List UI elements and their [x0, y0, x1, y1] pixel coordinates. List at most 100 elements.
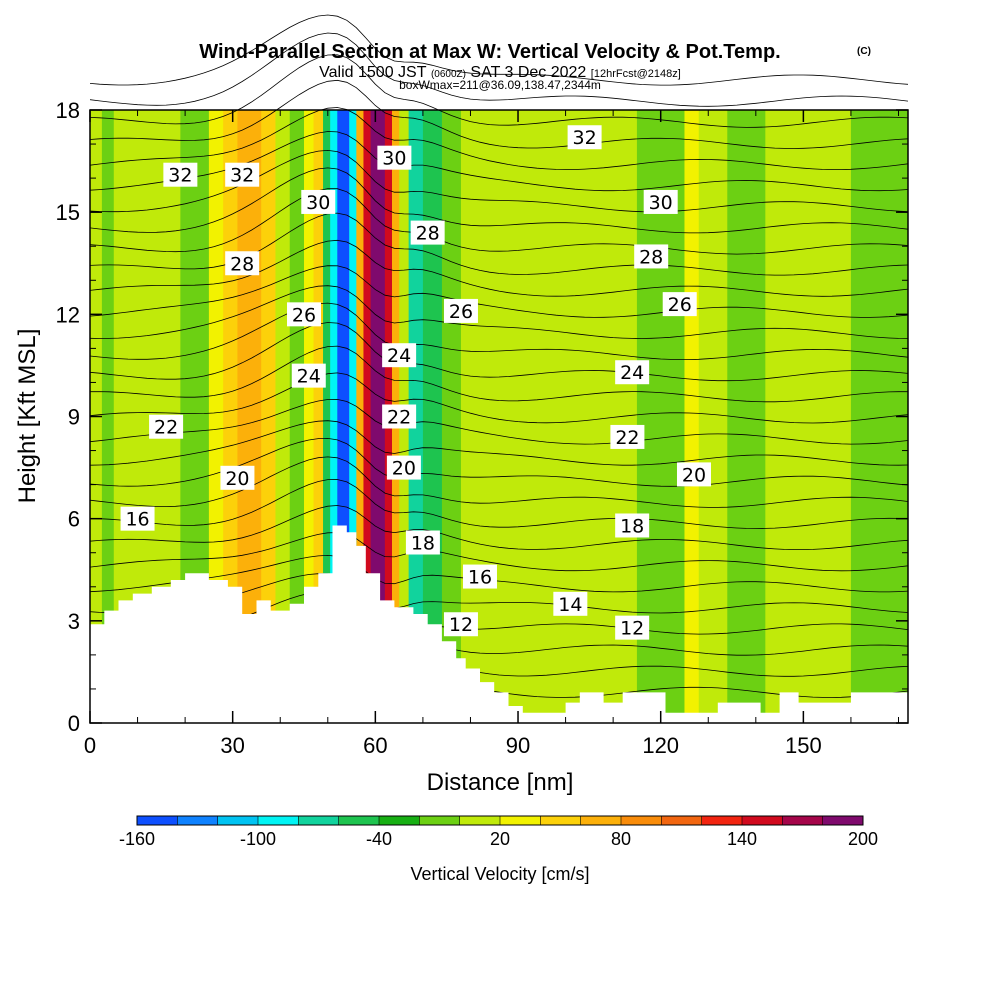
contour-label-text: 26: [292, 304, 316, 326]
contour-label-5: 28: [410, 220, 445, 245]
contour-label-text: 32: [230, 165, 254, 187]
contour-label-text: 28: [230, 253, 254, 275]
y-tick-label: 3: [68, 609, 80, 634]
velocity-band-15: [330, 110, 338, 723]
theta-contour-8: [89, 479, 909, 529]
contour-label-text: 22: [387, 407, 411, 429]
contour-label-box: [301, 189, 336, 214]
contour-label-text: 22: [154, 417, 178, 439]
colorbar-swatch-17: [822, 816, 864, 825]
velocity-band-14: [323, 110, 331, 723]
contour-label-text: 16: [468, 567, 492, 589]
velocity-band-17: [349, 110, 357, 723]
contour-label-1: 32: [225, 162, 260, 187]
colorbar-swatch-15: [742, 816, 783, 825]
plot-axes: 0 30 60 90 120 150 0 3 6 9 12 15 18: [56, 98, 909, 758]
contour-label-3: 30: [377, 145, 412, 170]
theta-contour-13: [89, 372, 909, 424]
contour-label-box: [662, 292, 697, 317]
contour-label-15: 18: [405, 530, 440, 555]
colorbar-tick-label: 200: [848, 829, 878, 849]
colorbar-swatch-6: [379, 816, 420, 825]
colorbar-tick-label: 80: [611, 829, 631, 849]
forecast-info: [12hrFcst@2148z]: [591, 68, 681, 80]
contour-label-box: [462, 564, 497, 589]
velocity-band-6: [208, 110, 224, 723]
colorbar-tick-label: 140: [727, 829, 757, 849]
colorbar-swatch-4: [298, 816, 339, 825]
contour-label-box: [163, 162, 198, 187]
colorbar-tick-label: -100: [240, 829, 276, 849]
velocity-band-25: [422, 110, 443, 723]
contour-label-16: 16: [462, 564, 497, 589]
velocity-band-35: [698, 110, 728, 723]
contour-label-box: [377, 145, 412, 170]
contour-label-box: [149, 414, 184, 439]
contour-label-text: 30: [649, 192, 673, 214]
contour-label-text: 26: [449, 301, 473, 323]
colorbar-swatch-3: [258, 816, 299, 825]
theta-contour-19: [89, 239, 909, 297]
theta-contour-7: [89, 505, 909, 550]
contour-label-4: 28: [225, 251, 260, 276]
valid-utc-time: (0600Z): [431, 69, 466, 80]
colorbar-swatch-8: [459, 816, 501, 825]
theta-contour-16: [89, 302, 909, 360]
terrain-profile: [90, 525, 908, 723]
x-tick-label: 0: [84, 733, 96, 758]
contour-label-20: 28: [634, 244, 669, 269]
contour-label-27: 12: [615, 615, 650, 640]
theta-contour-23: [89, 149, 909, 213]
contour-label-box: [634, 244, 669, 269]
contour-label-24: 20: [676, 462, 711, 487]
theta-contour-26: [89, 79, 909, 149]
colorbar-swatch-5: [338, 816, 380, 825]
contour-label-box: [410, 220, 445, 245]
velocity-band-19: [363, 110, 372, 723]
velocity-band-10: [275, 110, 291, 723]
contour-label-box: [615, 615, 650, 640]
contour-label-text: 24: [620, 362, 644, 384]
theta-contour-9: [89, 456, 909, 508]
theta-contour-21: [89, 188, 909, 255]
contour-label-text: 22: [615, 427, 639, 449]
colorbar-swatch-16: [782, 816, 823, 825]
theta-contour-5: [89, 554, 909, 593]
contour-label-text: 24: [387, 345, 411, 367]
colorbar-swatch-1: [177, 816, 218, 825]
contour-label-text: 20: [392, 458, 416, 480]
contour-label-box: [120, 506, 155, 531]
contour-label-text: 30: [382, 148, 406, 170]
x-tick-label: 120: [642, 733, 679, 758]
theta-contour-27: [89, 54, 909, 128]
contour-label-text: 24: [297, 366, 321, 388]
contour-label-2: 30: [301, 189, 336, 214]
copyright-mark: (C): [857, 46, 871, 57]
contour-label-box: [553, 591, 588, 616]
contour-label-text: 20: [225, 468, 249, 490]
colorbar-tick-label: -40: [366, 829, 392, 849]
contour-label-13: 20: [386, 455, 421, 480]
contour-label-text: 20: [682, 464, 706, 486]
colorbar-swatch-13: [661, 816, 702, 825]
colorbar-frame: [136, 815, 864, 826]
contour-label-text: 16: [125, 509, 149, 531]
valid-time-line: Valid 1500 JST (0600Z) SAT 3 Dec 2022 [1…: [319, 64, 681, 81]
velocity-band-1: [101, 110, 115, 723]
valid-local-time: Valid 1500 JST: [319, 64, 427, 81]
velocity-band-30: [522, 110, 552, 723]
x-axis-label: Distance [nm]: [427, 769, 574, 796]
contour-label-box: [676, 462, 711, 487]
contour-label-text: 32: [168, 165, 192, 187]
velocity-band-38: [803, 110, 852, 723]
contour-label-14: 16: [120, 506, 155, 531]
velocity-band-11: [289, 110, 305, 723]
velocity-band-12: [304, 110, 315, 723]
velocity-band-29: [494, 110, 524, 723]
contour-label-box: [443, 612, 478, 637]
contour-label-26: 14: [553, 591, 588, 616]
contour-label-10: 22: [149, 414, 184, 439]
colorbar-tick-label: -160: [119, 829, 155, 849]
contour-label-8: 24: [291, 363, 326, 388]
